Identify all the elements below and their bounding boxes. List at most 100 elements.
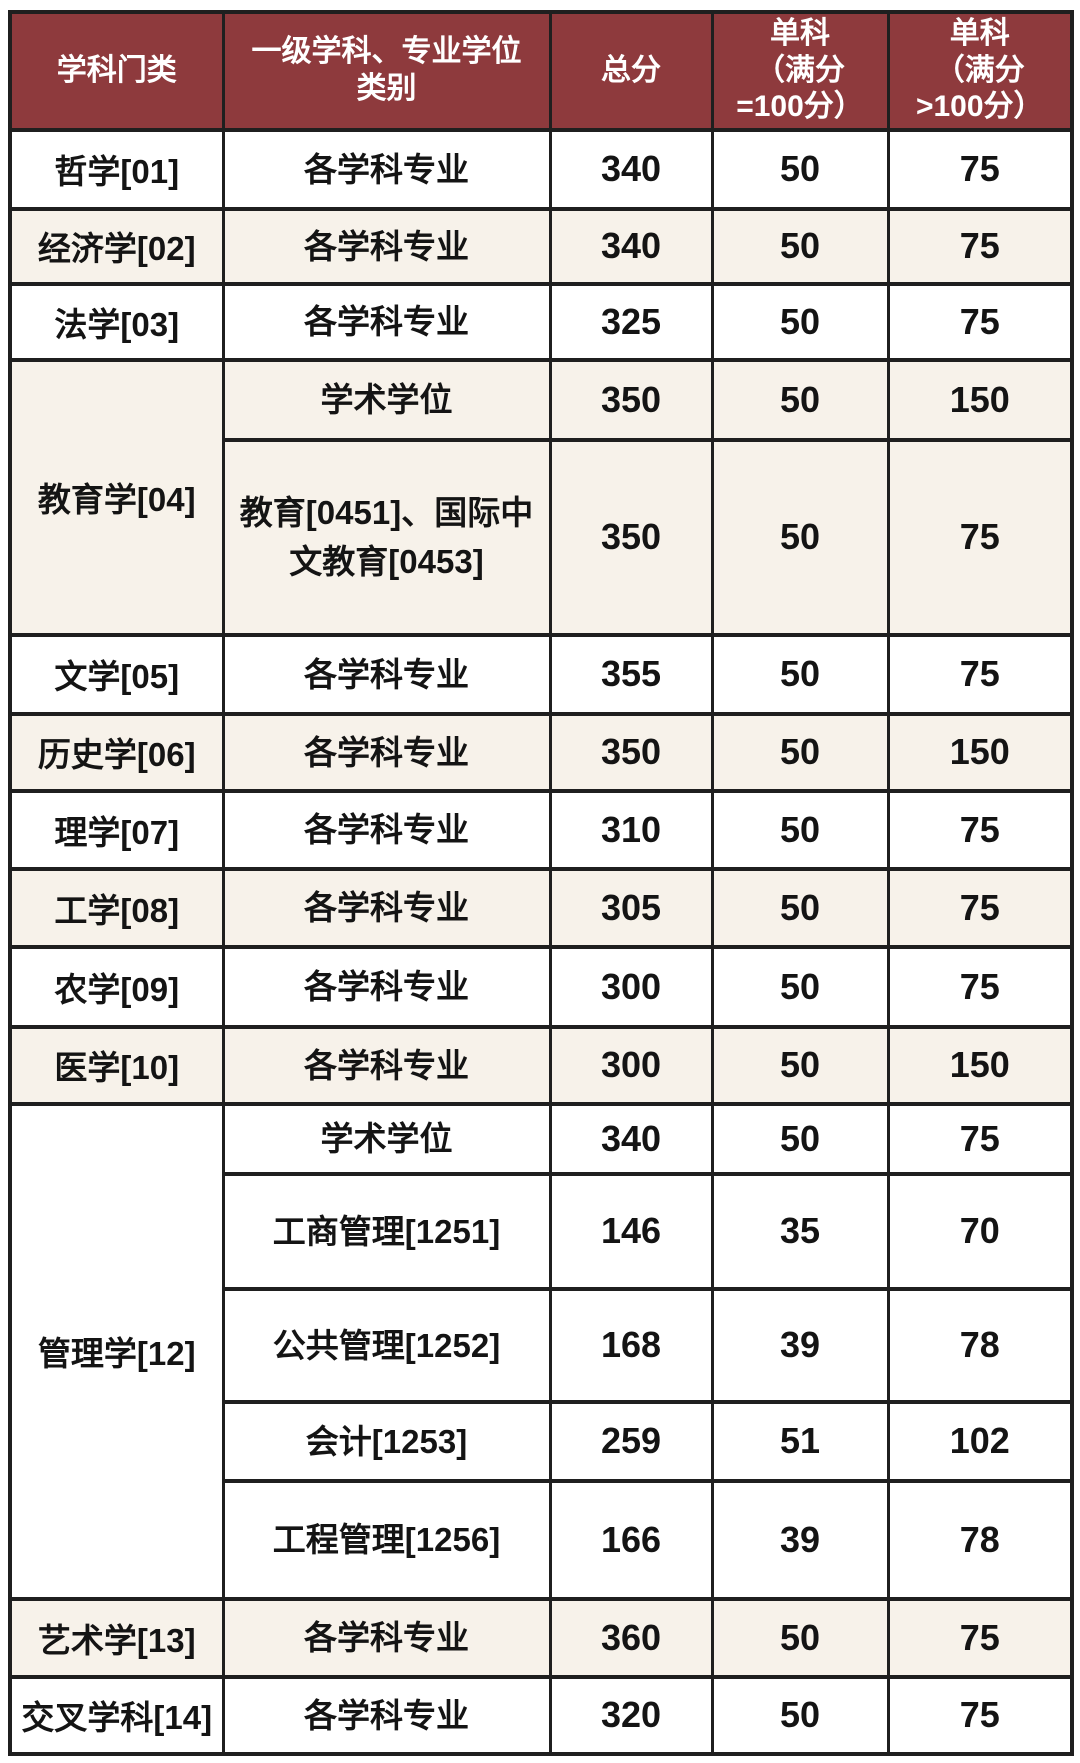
single-100-cell: 50	[710, 127, 890, 211]
category-cell: 哲学[01]	[8, 127, 225, 211]
single-100-cell: 39	[710, 1478, 890, 1601]
header-row: 学科门类 一级学科、专业学位 类别 总分 单科 （满分 =100分） 单科 （满…	[8, 10, 1074, 132]
single-100-cell: 50	[710, 281, 890, 362]
program-cell: 工商管理[1251]	[221, 1171, 552, 1291]
total-score-cell: 259	[548, 1399, 714, 1483]
single-100-cell: 39	[710, 1286, 890, 1404]
single-over-100-cell: 75	[886, 788, 1074, 871]
category-cell: 交叉学科[14]	[8, 1674, 225, 1756]
single-over-100-cell: 75	[886, 1596, 1074, 1679]
table-row: 法学[03] 各学科专业 325 50 75	[8, 281, 1074, 362]
program-cell: 各学科专业	[221, 711, 552, 793]
table-row: 工商管理[1251] 146 35 70	[10, 1171, 1074, 1291]
table-row: 工程管理[1256] 166 39 78	[10, 1478, 1074, 1601]
header-total-score: 总分	[548, 10, 714, 132]
table-row: 经济学[02] 各学科专业 340 50 75	[8, 206, 1074, 286]
single-over-100-cell: 75	[886, 1674, 1074, 1756]
total-score-cell: 166	[548, 1478, 714, 1601]
table-row: 文学[05] 各学科专业 355 50 75	[8, 632, 1074, 716]
program-cell: 学术学位	[221, 357, 552, 442]
program-cell: 工程管理[1256]	[221, 1478, 552, 1601]
single-100-cell: 50	[710, 866, 890, 949]
total-score-cell: 325	[548, 281, 714, 362]
total-score-cell: 305	[548, 866, 714, 949]
total-score-cell: 300	[548, 1024, 714, 1106]
category-cell: 农学[09]	[8, 944, 225, 1029]
program-cell: 各学科专业	[221, 281, 552, 362]
category-cell: 历史学[06]	[8, 711, 225, 793]
program-cell: 各学科专业	[221, 206, 552, 286]
single-over-100-cell: 150	[886, 1024, 1074, 1106]
program-cell: 各学科专业	[221, 788, 552, 871]
single-100-cell: 35	[710, 1171, 890, 1291]
table-row: 工学[08] 各学科专业 305 50 75	[8, 866, 1074, 949]
category-cell: 艺术学[13]	[8, 1596, 225, 1679]
table-row: 交叉学科[14] 各学科专业 320 50 75	[8, 1674, 1074, 1756]
category-cell: 理学[07]	[8, 788, 225, 871]
table-header: 学科门类 一级学科、专业学位 类别 总分 单科 （满分 =100分） 单科 （满…	[8, 10, 1074, 132]
table-row: 教育学[04] 学术学位 350 50 150	[8, 357, 1074, 637]
single-over-100-cell: 102	[886, 1399, 1074, 1483]
single-over-100-cell: 75	[886, 206, 1074, 286]
table-row: 哲学[01] 各学科专业 340 50 75	[8, 127, 1074, 211]
category-cell: 医学[10]	[8, 1024, 225, 1106]
single-over-100-cell: 150	[886, 711, 1074, 793]
single-over-100-cell: 78	[886, 1478, 1074, 1601]
single-over-100-cell: 75	[886, 944, 1074, 1029]
total-score-cell: 360	[548, 1596, 714, 1679]
header-category: 学科门类	[8, 10, 225, 132]
total-score-cell: 340	[548, 1101, 714, 1176]
single-100-cell: 50	[710, 206, 890, 286]
category-cell: 法学[03]	[8, 281, 225, 362]
single-100-cell: 50	[710, 357, 890, 442]
program-cell: 各学科专业	[221, 866, 552, 949]
single-100-cell: 50	[710, 1024, 890, 1106]
total-score-cell: 168	[548, 1286, 714, 1404]
table-row: 理学[07] 各学科专业 310 50 75	[8, 788, 1074, 871]
program-cell: 各学科专业	[221, 1596, 552, 1679]
program-cell: 学术学位	[221, 1101, 552, 1176]
total-score-cell: 146	[548, 1171, 714, 1291]
single-over-100-cell: 75	[886, 632, 1074, 716]
program-cell: 会计[1253]	[221, 1399, 552, 1483]
category-cell: 管理学[12]	[8, 1101, 225, 1601]
single-100-cell: 50	[710, 711, 890, 793]
program-cell: 各学科专业	[221, 632, 552, 716]
program-cell: 各学科专业	[221, 127, 552, 211]
single-100-cell: 51	[710, 1399, 890, 1483]
total-score-cell: 320	[548, 1674, 714, 1756]
single-100-cell: 50	[710, 437, 890, 637]
table-body: 哲学[01] 各学科专业 340 50 75 经济学[02] 各学科专业 340…	[8, 127, 1074, 1756]
single-100-cell: 50	[710, 1101, 890, 1176]
single-over-100-cell: 150	[886, 357, 1074, 442]
total-score-cell: 310	[548, 788, 714, 871]
admission-score-table: 学科门类 一级学科、专业学位 类别 总分 单科 （满分 =100分） 单科 （满…	[8, 10, 1074, 1756]
single-100-cell: 50	[710, 1674, 890, 1756]
category-cell: 工学[08]	[8, 866, 225, 949]
total-score-cell: 350	[548, 711, 714, 793]
category-cell: 文学[05]	[8, 632, 225, 716]
table-row: 公共管理[1252] 168 39 78	[10, 1286, 1074, 1404]
total-score-cell: 350	[548, 357, 714, 442]
header-single-100: 单科 （满分 =100分）	[710, 10, 890, 132]
single-over-100-cell: 75	[886, 866, 1074, 949]
single-over-100-cell: 75	[886, 437, 1074, 637]
table-row: 历史学[06] 各学科专业 350 50 150	[8, 711, 1074, 793]
table-row: 艺术学[13] 各学科专业 360 50 75	[8, 1596, 1074, 1679]
single-over-100-cell: 75	[886, 127, 1074, 211]
program-cell: 教育[0451]、国际中 文教育[0453]	[221, 437, 552, 637]
program-cell: 公共管理[1252]	[221, 1286, 552, 1404]
header-single-over-100: 单科 （满分 >100分）	[886, 10, 1074, 132]
program-cell: 各学科专业	[221, 944, 552, 1029]
single-100-cell: 50	[710, 944, 890, 1029]
category-cell: 经济学[02]	[8, 206, 225, 286]
total-score-cell: 340	[548, 127, 714, 211]
total-score-cell: 340	[548, 206, 714, 286]
header-discipline: 一级学科、专业学位 类别	[221, 10, 552, 132]
total-score-cell: 350	[548, 437, 714, 637]
table-row: 管理学[12] 学术学位 340 50 75	[8, 1101, 1074, 1601]
program-cell: 各学科专业	[221, 1024, 552, 1106]
table-row: 会计[1253] 259 51 102	[10, 1399, 1074, 1483]
single-100-cell: 50	[710, 632, 890, 716]
